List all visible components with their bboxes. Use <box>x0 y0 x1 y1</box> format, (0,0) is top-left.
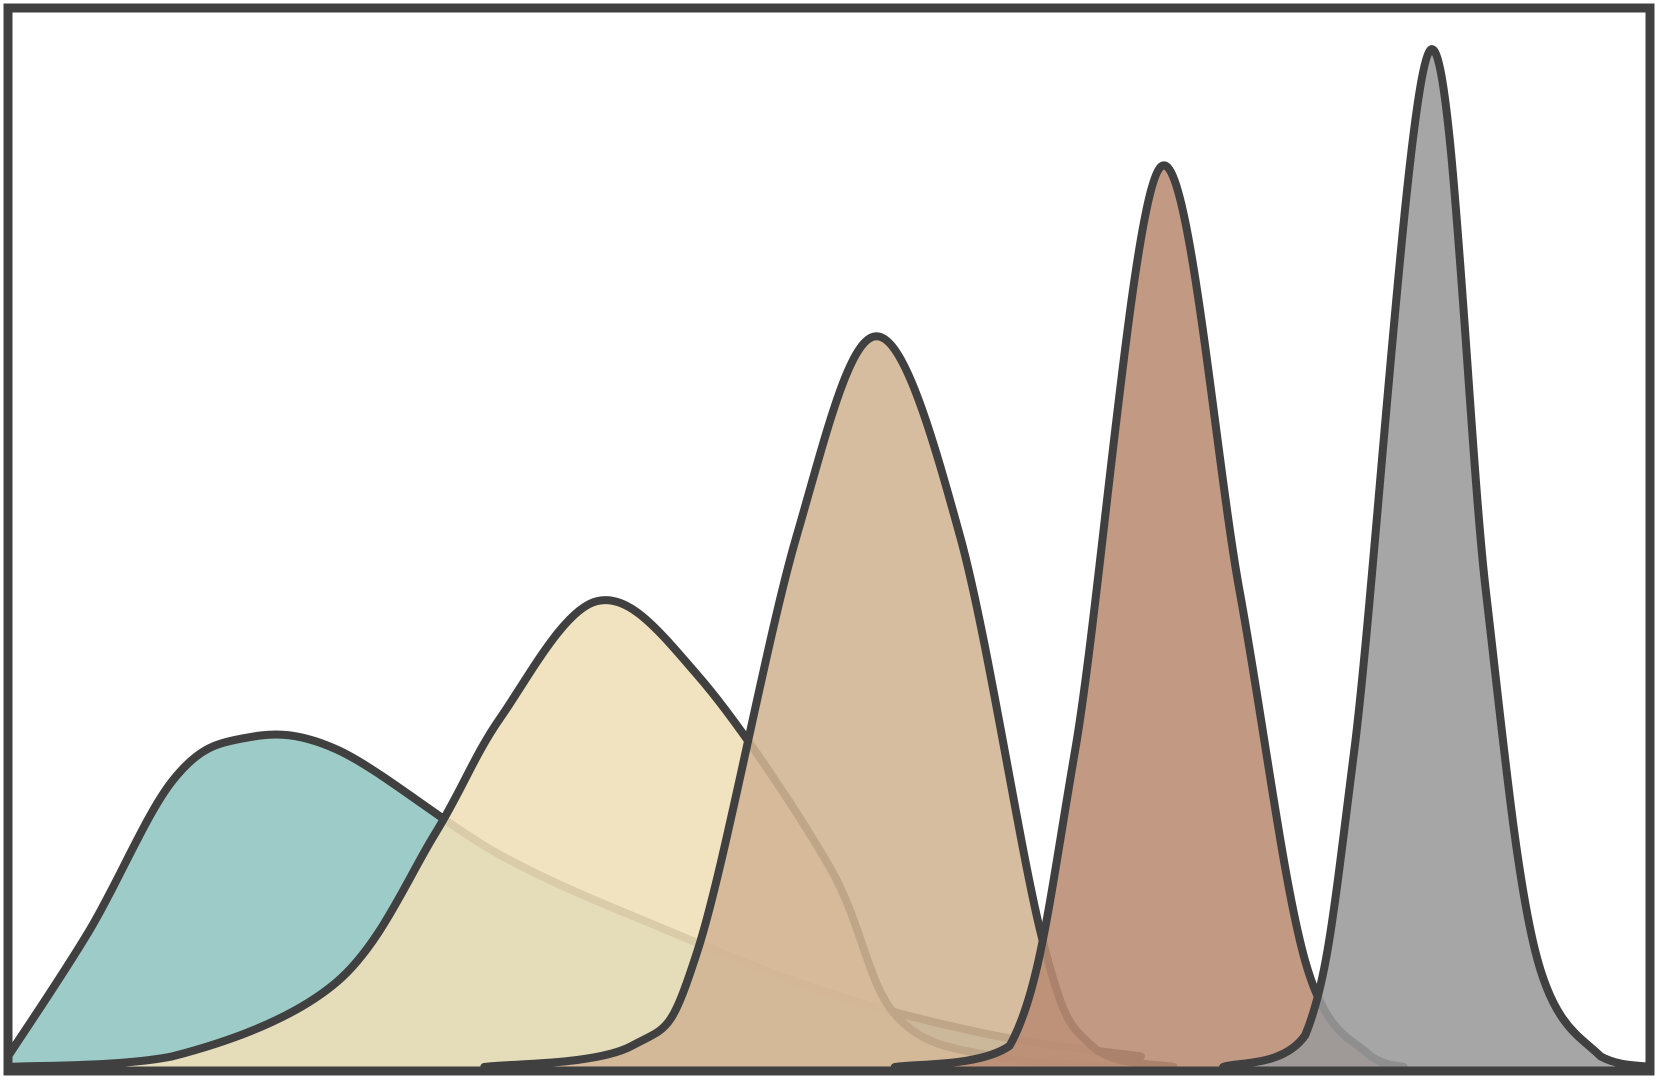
series-layer <box>4 45 1654 1071</box>
density-area-5 <box>1223 49 1650 1067</box>
density-area-3 <box>484 336 1174 1067</box>
density-outline-4 <box>890 161 1408 1071</box>
density-outline-5 <box>1219 45 1654 1071</box>
density-series-4 <box>890 161 1408 1071</box>
plot-frame <box>3 3 1655 1076</box>
density-series-5 <box>1219 45 1654 1071</box>
density-area-4 <box>894 165 1404 1067</box>
